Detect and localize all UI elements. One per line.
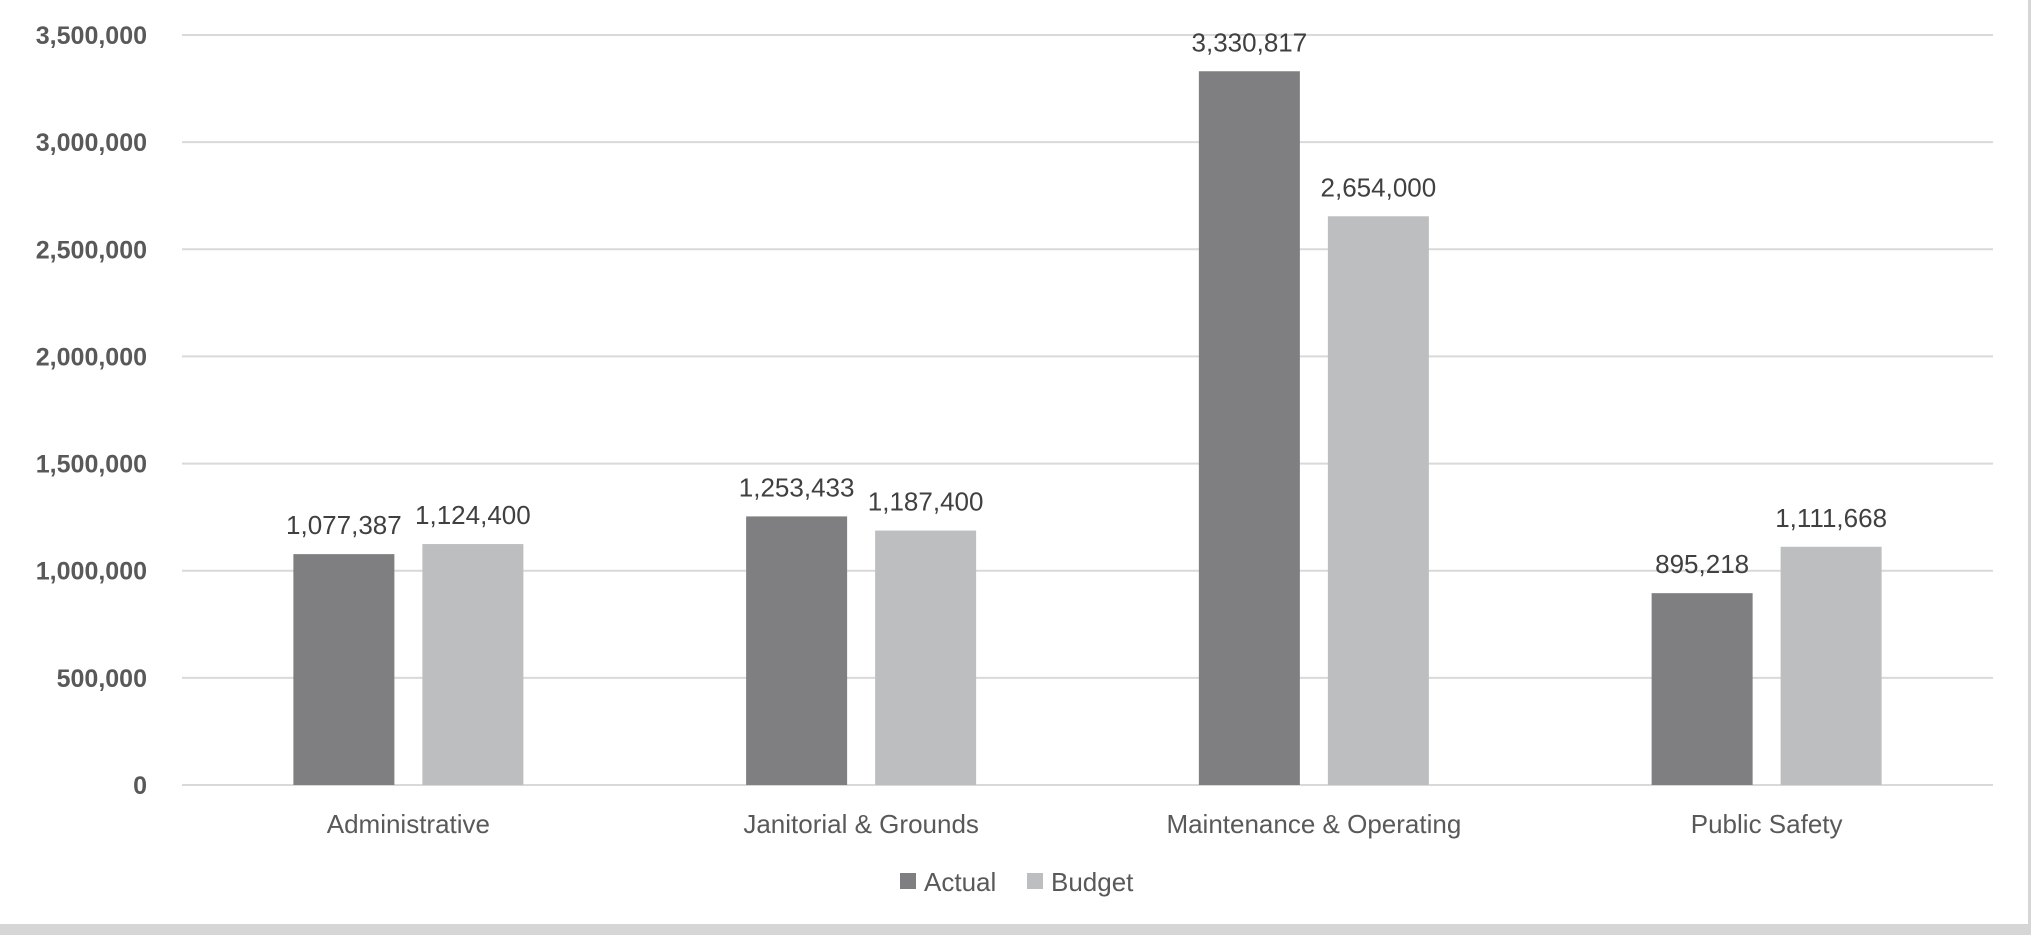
data-label-actual-public-safety: 895,218 (1655, 549, 1749, 579)
legend: Actual Budget (900, 867, 1134, 897)
y-tick-label: 500,000 (57, 665, 147, 693)
y-tick-label: 3,000,000 (36, 129, 147, 157)
x-tick-label: Janitorial & Grounds (743, 809, 979, 839)
bar-actual-maintenance-and-operating (1198, 71, 1300, 786)
bar-budget-public-safety (1780, 546, 1882, 785)
bar-budget-maintenance-and-operating (1327, 216, 1429, 786)
data-label-budget-public-safety: 1,111,668 (1775, 503, 1887, 533)
x-tick-label: Maintenance & Operating (1166, 809, 1461, 839)
legend-label-actual: Actual (924, 867, 996, 897)
y-tick-label: 0 (133, 772, 147, 800)
data-label-actual-maintenance-and-operating: 3,330,817 (1192, 27, 1308, 57)
legend-label-budget: Budget (1051, 867, 1134, 897)
x-axis-tick-labels: Administrative Janitorial & Grounds Mainte… (327, 809, 1843, 839)
legend-swatch-actual (900, 873, 916, 889)
y-tick-label: 3,500,000 (36, 22, 147, 50)
bar-actual-administrative (293, 554, 395, 785)
data-labels: 1,077,387 1,124,400 1,253,433 1,187,400 3,33… (286, 27, 1887, 579)
bar-actual-public-safety (1651, 593, 1753, 785)
bar-budget-administrative (422, 544, 524, 785)
x-tick-label: Public Safety (1691, 809, 1843, 839)
y-tick-label: 1,000,000 (36, 558, 147, 586)
bars (293, 71, 1882, 786)
x-tick-label: Administrative (327, 809, 490, 839)
bar-budget-janitorial-and-grounds (875, 530, 977, 785)
y-axis-tick-labels: 0 500,000 1,000,000 1,500,000 2,000,000 2,500… (36, 22, 147, 800)
data-label-actual-janitorial-and-grounds: 1,253,433 (739, 472, 855, 502)
data-label-actual-administrative: 1,077,387 (286, 510, 402, 540)
y-tick-label: 2,000,000 (36, 343, 147, 371)
legend-swatch-budget (1027, 873, 1043, 889)
data-label-budget-janitorial-and-grounds: 1,187,400 (868, 487, 984, 517)
y-tick-label: 2,500,000 (36, 236, 147, 264)
data-label-budget-administrative: 1,124,400 (415, 500, 531, 530)
y-tick-label: 1,500,000 (36, 451, 147, 479)
bar-actual-janitorial-and-grounds (746, 516, 848, 785)
data-label-budget-maintenance-and-operating: 2,654,000 (1321, 172, 1437, 202)
